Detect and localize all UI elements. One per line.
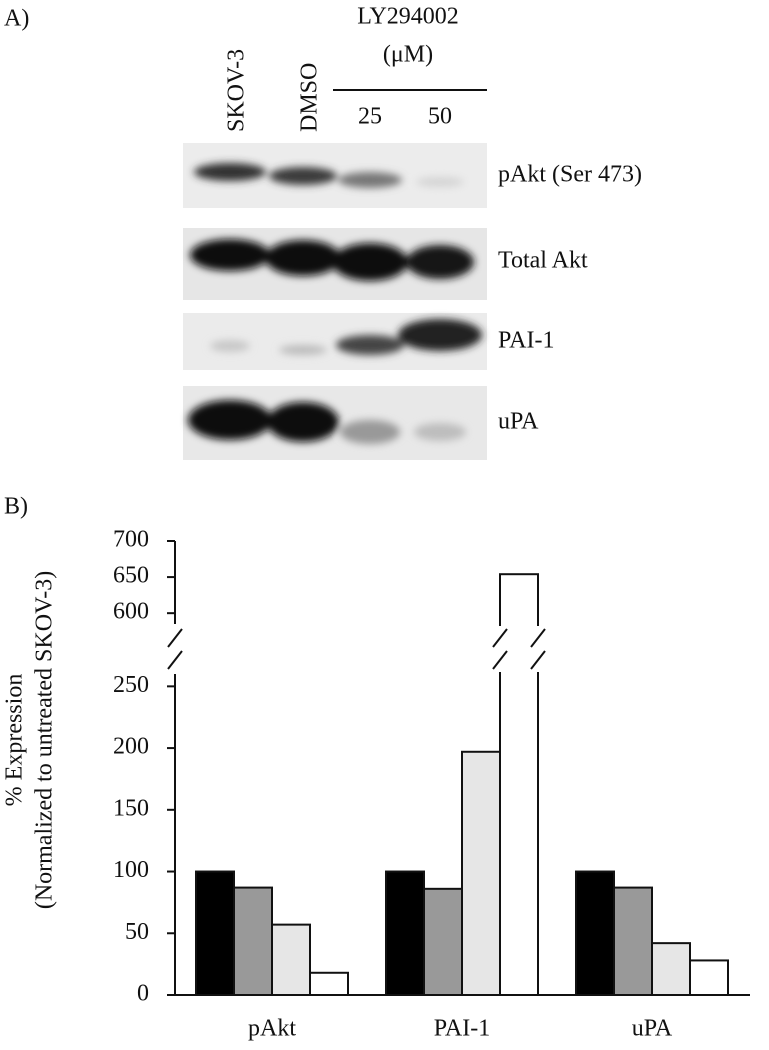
y-tick-label: 700 [113,527,149,553]
axis-break [167,628,183,648]
axis-break [492,650,508,670]
bar-break-gap [490,626,548,672]
y-tick-label: 200 [113,734,149,760]
bar [233,886,273,996]
bar [309,971,349,996]
lane-label: 50 [428,104,452,130]
blot [183,143,487,460]
bar [575,870,615,996]
bar [271,923,311,997]
bar [651,942,691,997]
bar [613,886,653,996]
axis-break [492,628,508,648]
y-axis-label: % Expression [2,674,28,807]
y-axis-label: (Normalized to untreated SKOV-3) [32,571,58,909]
axis-break [530,628,546,648]
y-tick-label: 600 [113,599,149,625]
bar [385,870,425,996]
y-tick-label: 150 [113,795,149,821]
row-label: uPA [498,409,539,435]
x-tick-label: pAkt [248,1016,296,1042]
x-tick-label: uPA [632,1016,673,1042]
y-tick-label: 650 [113,563,149,589]
axis-break [167,650,183,670]
lane-label: DMSO [297,63,323,132]
bar [195,870,235,996]
y-tick-label: 50 [125,919,149,945]
treatment-label: LY294002 [357,4,459,30]
bar [423,887,463,996]
panel-label: A) [4,6,29,32]
y-tick-label: 0 [137,981,149,1007]
row-label: PAI-1 [498,328,554,354]
row-label: pAkt (Ser 473) [498,162,642,188]
row-label: Total Akt [498,248,588,274]
panel-label: B) [4,494,28,520]
lane-label: SKOV-3 [224,49,250,132]
lane-label: 25 [358,104,382,130]
bar [461,750,501,996]
unit-label: (μM) [383,42,433,68]
x-tick-label: PAI-1 [434,1016,490,1042]
y-tick-label: 250 [113,672,149,698]
bar [689,959,729,997]
axis-break [530,650,546,670]
y-tick-label: 100 [113,857,149,883]
